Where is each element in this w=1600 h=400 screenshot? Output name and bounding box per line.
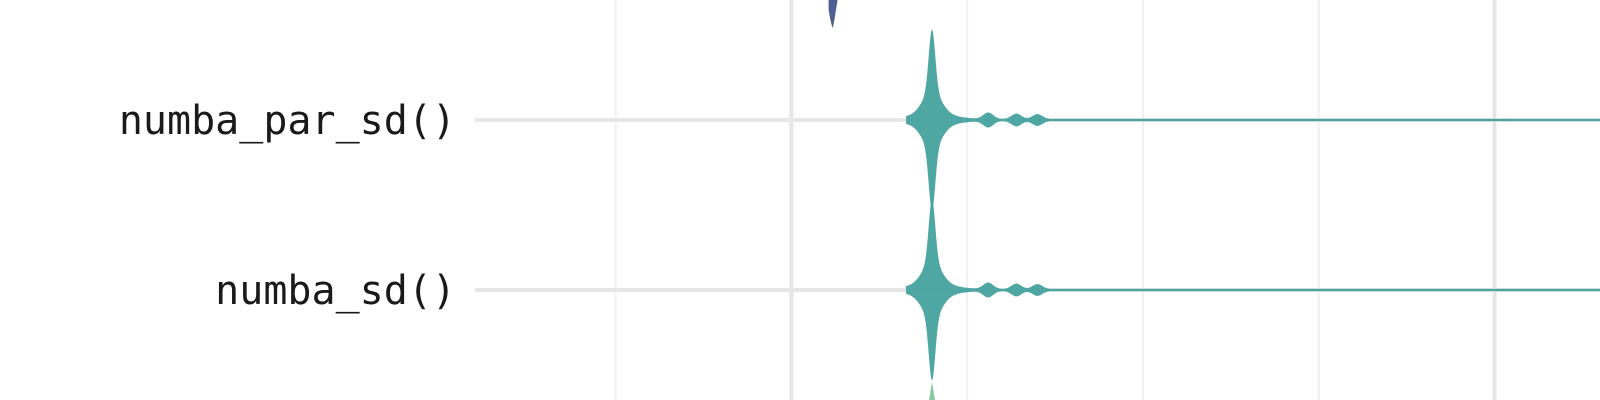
violin-numba-sd xyxy=(906,199,1600,381)
y-axis-labels: numba_par_sd() numba_sd() xyxy=(119,98,456,314)
grid-layer xyxy=(475,0,1600,400)
tail-layer xyxy=(1047,119,1558,291)
category-label-numba-sd: numba_sd() xyxy=(215,268,456,314)
violin-partial-above xyxy=(828,0,838,28)
violin-partial-below xyxy=(929,382,936,400)
violin-layer xyxy=(828,0,1600,400)
category-label-numba-par-sd: numba_par_sd() xyxy=(119,98,456,144)
violin-numba-par-sd xyxy=(906,29,1600,211)
